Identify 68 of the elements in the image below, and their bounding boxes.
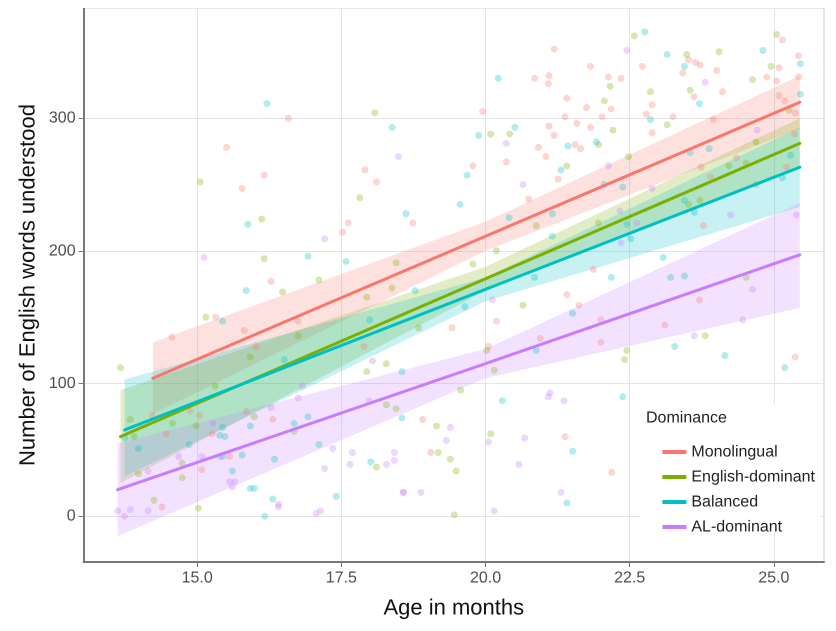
y-tick-label: 0 xyxy=(66,508,76,525)
point xyxy=(382,460,390,468)
point xyxy=(298,382,306,390)
legend-label: AL-dominant xyxy=(691,518,783,536)
point xyxy=(616,208,624,215)
point xyxy=(739,316,746,324)
point xyxy=(294,394,302,402)
point xyxy=(394,153,402,160)
point xyxy=(346,460,354,468)
x-axis-title: Age in months xyxy=(383,594,524,620)
x-tick-label: 25.0 xyxy=(758,570,790,586)
point xyxy=(727,212,734,218)
legend-label: English-dominant xyxy=(691,468,816,486)
point xyxy=(275,503,282,510)
point xyxy=(490,507,498,514)
point xyxy=(144,507,152,514)
x-tick-label: 17.5 xyxy=(326,570,358,586)
point xyxy=(544,393,552,400)
point xyxy=(268,404,275,411)
point xyxy=(114,507,122,514)
point xyxy=(317,507,324,514)
point xyxy=(198,453,206,460)
point xyxy=(792,212,800,218)
legend-label: Balanced xyxy=(691,494,758,510)
point xyxy=(633,219,640,226)
point xyxy=(321,235,328,242)
point xyxy=(749,286,756,293)
point xyxy=(618,239,625,246)
point xyxy=(446,424,454,431)
point xyxy=(690,332,698,340)
point xyxy=(484,438,492,446)
point xyxy=(520,180,526,188)
y-axis-title: Number of English words understood xyxy=(14,104,40,466)
point xyxy=(126,506,134,514)
y-tick-label: 200 xyxy=(48,242,76,260)
point xyxy=(604,162,612,170)
point xyxy=(390,456,398,464)
point xyxy=(121,512,128,520)
legend-title: Dominance xyxy=(646,410,728,426)
point xyxy=(558,488,565,496)
point xyxy=(623,46,630,54)
point xyxy=(231,478,238,486)
point xyxy=(488,296,496,304)
point xyxy=(369,357,376,364)
point xyxy=(560,397,568,404)
point xyxy=(321,464,328,472)
point xyxy=(144,468,152,475)
point xyxy=(502,140,510,147)
point xyxy=(209,420,216,427)
point xyxy=(200,254,208,261)
y-tick-label: 100 xyxy=(48,375,76,392)
point xyxy=(175,453,182,460)
point xyxy=(754,126,761,134)
point xyxy=(521,434,528,442)
x-tick-label: 22.5 xyxy=(614,570,646,586)
point xyxy=(348,449,356,456)
point xyxy=(417,488,424,496)
x-tick-label: 15.0 xyxy=(182,570,213,586)
point xyxy=(390,449,398,456)
legend-label: Monolingual xyxy=(691,444,778,460)
point xyxy=(515,460,522,468)
point xyxy=(329,445,336,452)
x-tick-label: 20.0 xyxy=(470,570,502,586)
y-tick-label: 300 xyxy=(48,110,76,127)
point xyxy=(442,437,450,444)
point xyxy=(702,78,709,86)
point xyxy=(648,184,656,192)
point xyxy=(228,484,236,491)
